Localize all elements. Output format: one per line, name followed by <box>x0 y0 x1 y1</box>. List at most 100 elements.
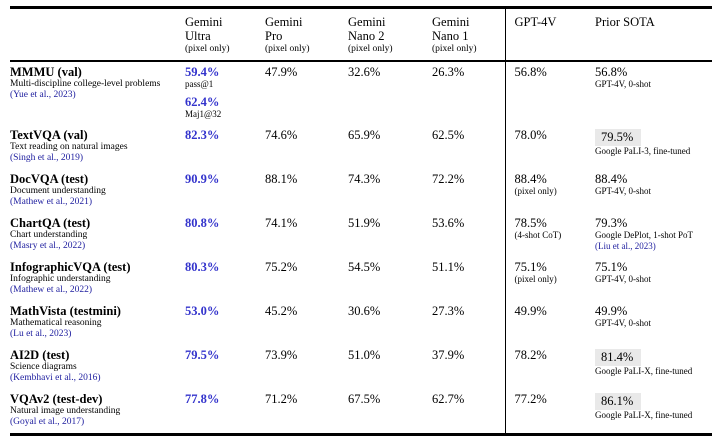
metric-note: Google PaLI-X, fine-tuned <box>595 366 693 376</box>
gemini-ultra-cell: 80.8% <box>185 213 265 257</box>
citation-link[interactable]: (Masry et al., 2022) <box>10 241 86 251</box>
metric-value: 79.5% <box>185 348 220 362</box>
gemini-nano1-cell: 62.5% <box>432 125 505 169</box>
metric-value: 51.1% <box>432 260 465 274</box>
metric-value: 62.7% <box>432 392 465 406</box>
benchmark-name: InfographicVQA (test) <box>10 260 131 274</box>
gemini-nano2-cell: 65.9% <box>348 125 432 169</box>
column-subtitle: (pixel only) <box>185 44 230 54</box>
benchmark-description: Text reading on natural images <box>10 142 128 152</box>
metric-value: 75.1% <box>595 260 628 274</box>
column-title: Gemini <box>265 15 303 29</box>
column-title: Pro <box>265 29 283 43</box>
column-subtitle: (pixel only) <box>265 44 310 54</box>
gemini-nano2-cell: 54.5% <box>348 257 432 301</box>
column-title: Nano 1 <box>432 29 469 43</box>
prior-sota-cell: 88.4% GPT-4V, 0-shot <box>595 169 712 213</box>
metric-value: 65.9% <box>348 128 381 142</box>
metric-value: 78.0% <box>514 128 547 142</box>
metric-value-highlighted: 81.4% <box>595 349 642 366</box>
gemini-pro-cell: 71.2% <box>265 389 348 435</box>
metric-note: pass@1 <box>185 79 214 89</box>
column-title: Gemini <box>348 15 386 29</box>
header-prior-sota: Prior SOTA <box>595 7 712 62</box>
metric-value: 88.4% <box>514 172 547 186</box>
benchmark-description: Mathematical reasoning <box>10 318 102 328</box>
benchmark-cell: VQAv2 (test-dev) Natural image understan… <box>10 389 185 435</box>
metric-value: 82.3% <box>185 128 220 142</box>
header-gemini-pro: Gemini Pro (pixel only) <box>265 7 348 62</box>
metric-value: 77.2% <box>514 392 547 406</box>
gemini-nano1-cell: 26.3% <box>432 61 505 125</box>
gpt4v-cell: 78.5% (4-shot CoT) <box>504 213 595 257</box>
table-row-vqav2: VQAv2 (test-dev) Natural image understan… <box>10 389 712 435</box>
gemini-nano1-cell: 27.3% <box>432 301 505 345</box>
metric-value: 88.4% <box>595 172 628 186</box>
benchmark-cell: TextVQA (val) Text reading on natural im… <box>10 125 185 169</box>
gemini-nano1-cell: 62.7% <box>432 389 505 435</box>
citation-link[interactable]: (Singh et al., 2019) <box>10 153 84 163</box>
header-gemini-ultra: Gemini Ultra (pixel only) <box>185 7 265 62</box>
header-blank-cell <box>10 7 185 62</box>
gemini-nano2-cell: 30.6% <box>348 301 432 345</box>
table-row-textvqa: TextVQA (val) Text reading on natural im… <box>10 125 712 169</box>
metric-note: GPT-4V, 0-shot <box>595 274 652 284</box>
multimodal-benchmark-table: Gemini Ultra (pixel only) Gemini Pro (pi… <box>10 6 712 436</box>
gemini-ultra-cell: 79.5% <box>185 345 265 389</box>
metric-value: 62.4% <box>185 95 220 109</box>
gemini-nano1-cell: 37.9% <box>432 345 505 389</box>
benchmark-cell: DocVQA (test) Document understanding (Ma… <box>10 169 185 213</box>
citation-link[interactable]: (Kembhavi et al., 2016) <box>10 373 101 383</box>
metric-value: 79.3% <box>595 216 628 230</box>
metric-note: GPT-4V, 0-shot <box>595 318 652 328</box>
gpt4v-cell: 56.8% <box>504 61 595 125</box>
metric-note: (pixel only) <box>514 274 557 284</box>
benchmark-cell: MMMU (val) Multi-discipline college-leve… <box>10 61 185 125</box>
metric-value: 90.9% <box>185 172 220 186</box>
metric-value: 75.1% <box>514 260 547 274</box>
metric-value: 77.8% <box>185 392 220 406</box>
citation-link[interactable]: (Liu et al., 2023) <box>595 241 656 251</box>
gemini-ultra-cell: 53.0% <box>185 301 265 345</box>
benchmark-name: DocVQA (test) <box>10 172 89 186</box>
citation-link[interactable]: (Mathew et al., 2022) <box>10 285 93 295</box>
header-gemini-nano1: Gemini Nano 1 (pixel only) <box>432 7 505 62</box>
benchmark-description: Chart understanding <box>10 230 88 240</box>
benchmark-description: Infographic understanding <box>10 274 111 284</box>
metric-value: 54.5% <box>348 260 381 274</box>
metric-note: (4-shot CoT) <box>514 230 562 240</box>
prior-sota-cell: 79.5% Google PaLI-3, fine-tuned <box>595 125 712 169</box>
benchmark-cell: InfographicVQA (test) Infographic unders… <box>10 257 185 301</box>
metric-value: 78.2% <box>514 348 547 362</box>
gemini-nano2-cell: 74.3% <box>348 169 432 213</box>
metric-value: 62.5% <box>432 128 465 142</box>
citation-link[interactable]: (Mathew et al., 2021) <box>10 197 93 207</box>
column-subtitle: (pixel only) <box>432 44 477 54</box>
metric-value: 75.2% <box>265 260 298 274</box>
gemini-nano2-cell: 67.5% <box>348 389 432 435</box>
benchmark-name: VQAv2 (test-dev) <box>10 392 103 406</box>
gemini-nano2-cell: 51.0% <box>348 345 432 389</box>
gemini-pro-cell: 74.1% <box>265 213 348 257</box>
metric-value: 45.2% <box>265 304 298 318</box>
table-row-ai2d: AI2D (test) Science diagrams (Kembhavi e… <box>10 345 712 389</box>
prior-sota-cell: 75.1% GPT-4V, 0-shot <box>595 257 712 301</box>
header-gpt4v: GPT-4V <box>504 7 595 62</box>
column-title: Nano 2 <box>348 29 385 43</box>
metric-value-highlighted: 79.5% <box>595 129 642 146</box>
citation-link[interactable]: (Yue et al., 2023) <box>10 90 76 100</box>
gemini-pro-cell: 45.2% <box>265 301 348 345</box>
metric-value: 71.2% <box>265 392 298 406</box>
gemini-ultra-cell: 77.8% <box>185 389 265 435</box>
metric-note: Google PaLI-3, fine-tuned <box>595 146 691 156</box>
benchmark-cell: ChartQA (test) Chart understanding (Masr… <box>10 213 185 257</box>
metric-value: 51.9% <box>348 216 381 230</box>
citation-link[interactable]: (Goyal et al., 2017) <box>10 417 85 427</box>
benchmark-description: Multi-discipline college-level problems <box>10 79 161 89</box>
citation-link[interactable]: (Lu et al., 2023) <box>10 329 72 339</box>
metric-value: 73.9% <box>265 348 298 362</box>
benchmark-table-wrapper: Gemini Ultra (pixel only) Gemini Pro (pi… <box>10 6 712 436</box>
gpt4v-cell: 75.1% (pixel only) <box>504 257 595 301</box>
gemini-ultra-cell: 90.9% <box>185 169 265 213</box>
metric-value: 80.8% <box>185 216 220 230</box>
